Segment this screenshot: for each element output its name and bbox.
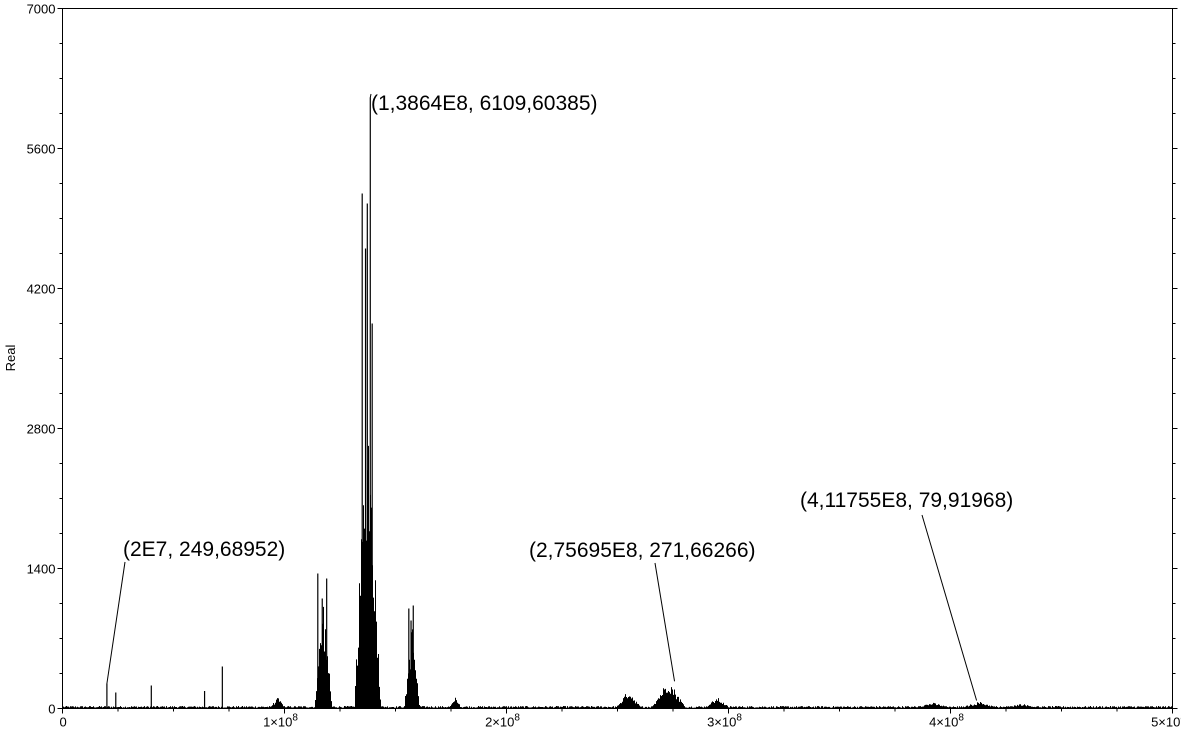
y-tick-label: 4200 <box>27 282 56 297</box>
noise-bars <box>63 445 1172 709</box>
x-tick-label: 2×108 <box>485 713 520 730</box>
y-tick-label: 1400 <box>27 562 56 577</box>
annotation-label: (4,11755E8, 79,91968) <box>800 489 1013 512</box>
annotation-leader-line <box>106 561 126 684</box>
y-tick-label: 5600 <box>27 142 56 157</box>
x-tick-label: 4×108 <box>929 713 964 730</box>
data-bars <box>63 97 1172 709</box>
y-axis: 0 1400 2800 4200 5600 7000 <box>27 2 1178 717</box>
annotation-label: (1,3864E8, 6109,60385) <box>371 92 598 115</box>
annotations: (2E7, 249,68952) (1,3864E8, 6109,60385) (2… <box>106 92 1013 701</box>
annotation-leader-line <box>654 562 676 682</box>
x-axis: 0 1×108 2×108 3×108 4×108 5×108 <box>60 708 1181 730</box>
y-tick-label: 7000 <box>27 2 56 17</box>
x-tick-label: 5×108 <box>1151 713 1181 730</box>
y-tick-label: 2800 <box>27 422 56 437</box>
x-tick-label: 1×108 <box>263 713 298 730</box>
annotation-label: (2,75695E8, 271,66266) <box>529 539 756 562</box>
y-tick-label: 0 <box>48 702 55 717</box>
x-tick-label: 0 <box>60 715 67 730</box>
y-axis-title: Real <box>3 345 18 372</box>
x-tick-label: 3×108 <box>707 713 742 730</box>
annotation-label: (2E7, 249,68952) <box>123 538 285 561</box>
annotation-leader-line <box>369 93 372 98</box>
plot-frame <box>62 8 1173 709</box>
annotation-leader-line <box>921 514 978 701</box>
